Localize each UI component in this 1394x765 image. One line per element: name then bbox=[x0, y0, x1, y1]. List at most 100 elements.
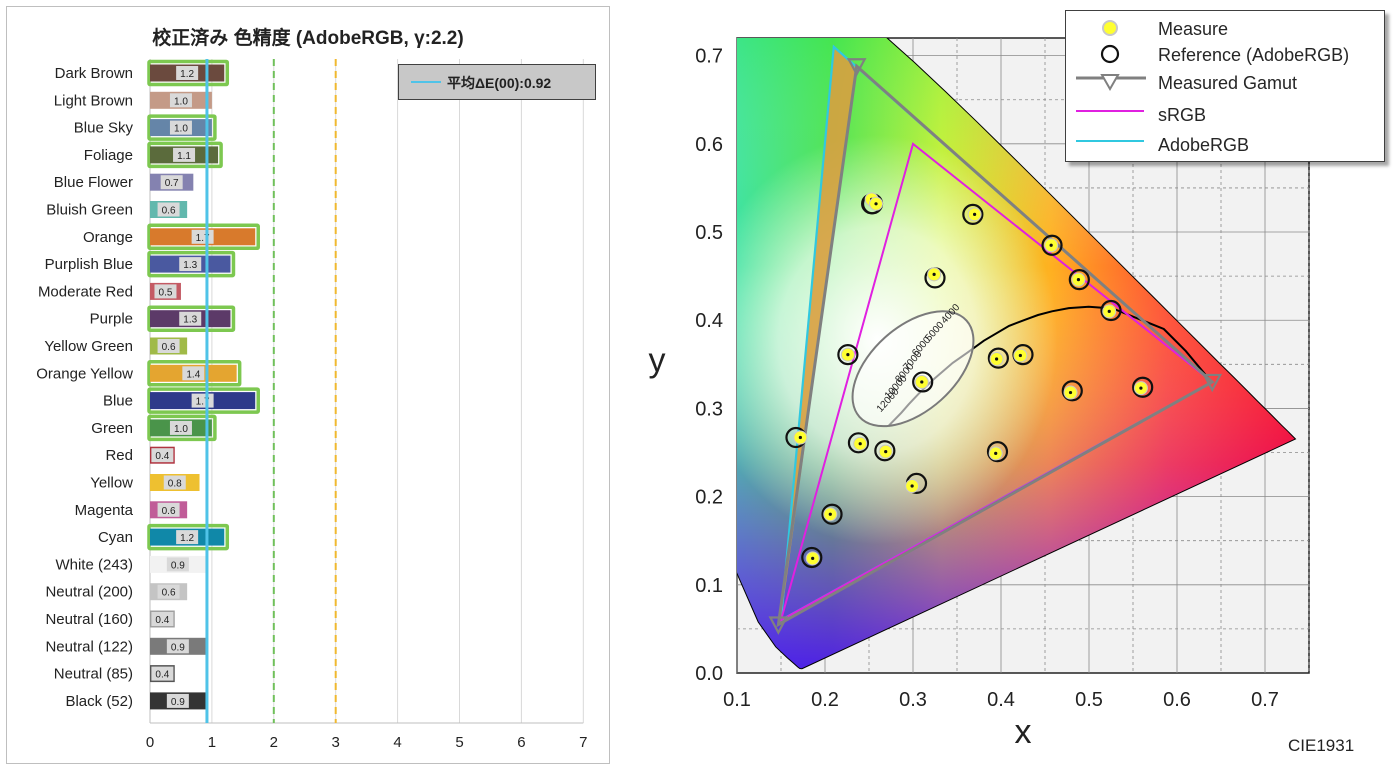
x-tick-label: 3 bbox=[332, 734, 340, 751]
bar-value-label: 1.2 bbox=[180, 533, 194, 544]
bar-value-label: 1.3 bbox=[183, 315, 197, 326]
category-label: Blue Sky bbox=[74, 120, 134, 137]
y-tick-label: 0.2 bbox=[695, 487, 723, 509]
srgb-line-icon bbox=[1076, 110, 1144, 112]
bar-value-label: 1.0 bbox=[174, 424, 188, 435]
measure-point-center bbox=[828, 512, 832, 516]
reference-point bbox=[821, 503, 843, 525]
x-axis-label: x bbox=[1015, 713, 1032, 751]
bar-value-label: 1.7 bbox=[196, 397, 210, 408]
measure-point-center bbox=[1049, 243, 1053, 247]
bar-value-box bbox=[163, 475, 186, 490]
category-label: Yellow bbox=[90, 475, 133, 492]
x-tick-label: 0.3 bbox=[899, 689, 927, 711]
legend-reference-label: Reference (AdobeRGB) bbox=[1158, 45, 1350, 65]
reference-point bbox=[962, 203, 984, 225]
category-label: White (243) bbox=[55, 556, 133, 573]
reference-point bbox=[874, 440, 896, 462]
y-tick-label: 0.5 bbox=[695, 222, 723, 244]
legend-adobergb: AdobeRGB bbox=[1066, 131, 1384, 157]
measure-point-center bbox=[1076, 278, 1081, 282]
bar-value-box bbox=[157, 339, 180, 353]
legend-measure-label: Measure bbox=[1158, 19, 1229, 39]
legend-adobergb-label: AdobeRGB bbox=[1158, 135, 1250, 155]
accuracy-chart-panel: 校正済み 色精度 (AdobeRGB, γ:2.2) 1.2 Dark Brown… bbox=[6, 6, 610, 764]
bar-highlight-frame bbox=[147, 141, 223, 169]
gamut-symbol-icon bbox=[1076, 74, 1146, 92]
category-label: Orange Yellow bbox=[36, 365, 133, 382]
accuracy-bar-chart: 1.2 Dark Brown 1.0 Light Brown 1.0 Blue Sky 1.… bbox=[36, 59, 587, 751]
measure-point-center bbox=[994, 451, 998, 455]
category-label: Orange bbox=[83, 229, 133, 246]
bar-highlight-frame bbox=[147, 250, 236, 278]
bar-value-box bbox=[157, 502, 180, 517]
y-tick-label: 0.4 bbox=[695, 310, 723, 332]
bar-value-box bbox=[169, 120, 192, 135]
measure-point-center bbox=[858, 442, 862, 446]
bar-highlight-frame bbox=[147, 387, 260, 414]
measure-point-center bbox=[932, 272, 936, 276]
category-label: Dark Brown bbox=[55, 65, 133, 82]
category-label: Neutral (200) bbox=[45, 584, 133, 601]
measure-point-center bbox=[884, 450, 888, 454]
reference-point bbox=[986, 441, 1009, 463]
measure-point-center bbox=[874, 202, 878, 206]
average-legend: 平均ΔE(00):0.92 bbox=[398, 64, 596, 100]
bar-value-box bbox=[166, 693, 189, 708]
y-tick-label: 0.0 bbox=[695, 663, 723, 685]
bar-value-box bbox=[179, 257, 202, 272]
x-tick-label: 6 bbox=[517, 734, 525, 751]
category-label: Neutral (85) bbox=[54, 666, 133, 683]
bar-value-label: 1.0 bbox=[174, 124, 188, 135]
cie-standard-label: CIE1931 bbox=[1288, 736, 1355, 755]
measure-point-center bbox=[1139, 386, 1143, 390]
bar-value-box bbox=[160, 175, 183, 190]
bar-highlight-frame bbox=[147, 114, 217, 141]
category-label: Moderate Red bbox=[38, 283, 133, 300]
measure-point-center bbox=[973, 212, 977, 216]
y-tick-label: 0.7 bbox=[695, 46, 723, 68]
legend-measure: Measure bbox=[1066, 15, 1384, 41]
bar-value-label: 0.4 bbox=[155, 451, 169, 462]
measure-point-center bbox=[910, 484, 914, 488]
bar-value-box bbox=[166, 639, 189, 654]
gamut-vertex-marker bbox=[768, 616, 789, 635]
bar-value-box bbox=[176, 530, 199, 545]
measure-point-center bbox=[846, 353, 850, 357]
category-label: Foliage bbox=[84, 147, 133, 164]
measure-point-center bbox=[1068, 390, 1073, 395]
measure-symbol-icon bbox=[1102, 20, 1118, 36]
reference-point bbox=[847, 432, 870, 454]
reference-point bbox=[1100, 299, 1122, 322]
bar-value-label: 0.8 bbox=[168, 479, 182, 490]
reference-point bbox=[987, 347, 1009, 369]
bar-value-box bbox=[169, 420, 192, 435]
bar-value-label: 0.6 bbox=[162, 506, 176, 517]
category-label: Magenta bbox=[75, 502, 134, 519]
bar-value-label: 0.6 bbox=[162, 342, 176, 353]
category-label: Purple bbox=[90, 311, 133, 328]
bar-value-box bbox=[176, 66, 199, 80]
bar-highlight-frame bbox=[147, 59, 230, 87]
bar-value-label: 1.4 bbox=[186, 369, 200, 380]
measure-point-center bbox=[1018, 353, 1022, 358]
x-tick-label: 0.7 bbox=[1251, 689, 1279, 711]
x-tick-label: 2 bbox=[270, 734, 278, 751]
bar-value-label: 0.4 bbox=[155, 615, 169, 626]
legend-gamut-label: Measured Gamut bbox=[1158, 73, 1298, 93]
bar-value-label: 0.6 bbox=[162, 588, 176, 599]
bar-value-label: 1.1 bbox=[177, 151, 191, 162]
x-tick-label: 0.4 bbox=[987, 689, 1015, 711]
category-label: Neutral (122) bbox=[45, 638, 133, 655]
bar-value-label: 1.3 bbox=[183, 260, 197, 271]
x-tick-label: 0.2 bbox=[811, 689, 839, 711]
bar-value-label: 0.9 bbox=[171, 560, 185, 571]
y-tick-label: 0.1 bbox=[695, 575, 723, 597]
bar-value-box bbox=[154, 284, 177, 299]
x-tick-label: 7 bbox=[579, 734, 587, 751]
x-tick-label: 4 bbox=[393, 734, 401, 751]
legend-reference: Reference (AdobeRGB) bbox=[1066, 41, 1384, 67]
measure-point-center bbox=[798, 435, 802, 440]
bar-value-label: 0.4 bbox=[155, 670, 169, 681]
measure-point-center bbox=[995, 357, 999, 361]
